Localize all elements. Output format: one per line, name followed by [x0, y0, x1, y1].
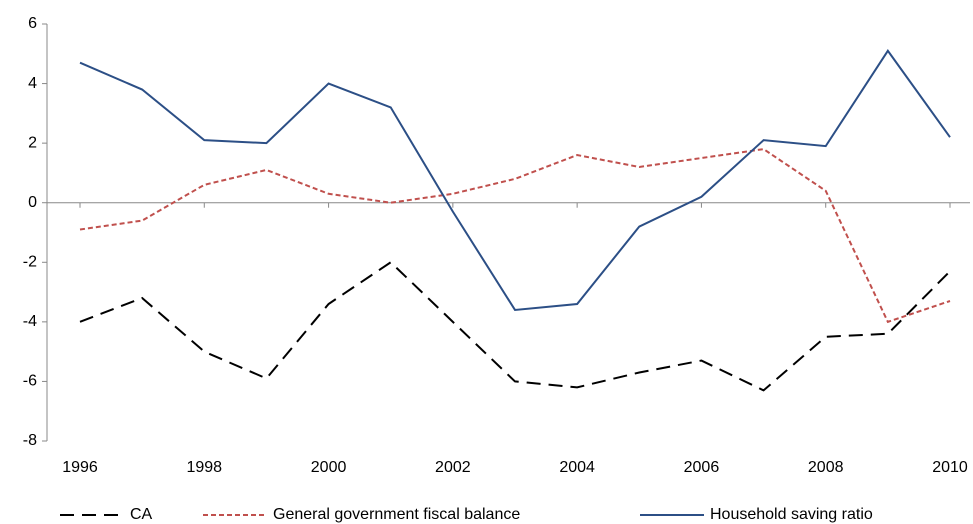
x-tick-label: 1998	[186, 459, 222, 476]
y-tick-label: 2	[28, 134, 37, 151]
x-tick-label: 2010	[932, 459, 968, 476]
legend-label: General government fiscal balance	[273, 506, 520, 523]
y-tick-label: 0	[28, 194, 37, 211]
x-tick-label: 2008	[808, 459, 844, 476]
y-tick-label: 6	[28, 15, 37, 32]
x-tick-label: 2004	[559, 459, 595, 476]
y-tick-label: 4	[28, 75, 37, 92]
y-tick-label: -8	[23, 432, 37, 449]
x-tick-label: 2006	[684, 459, 720, 476]
series-line	[79, 261, 951, 392]
y-tick-label: -6	[23, 373, 37, 390]
x-tick-label: 2000	[311, 459, 347, 476]
y-tick-label: -2	[23, 254, 37, 271]
x-tick-label: 2002	[435, 459, 471, 476]
legend-label: Household saving ratio	[710, 506, 873, 523]
y-tick-label: -4	[23, 313, 37, 330]
series-line	[79, 148, 951, 324]
series-line	[79, 49, 951, 311]
legend-label: CA	[130, 506, 153, 523]
x-tick-label: 1996	[62, 459, 98, 476]
